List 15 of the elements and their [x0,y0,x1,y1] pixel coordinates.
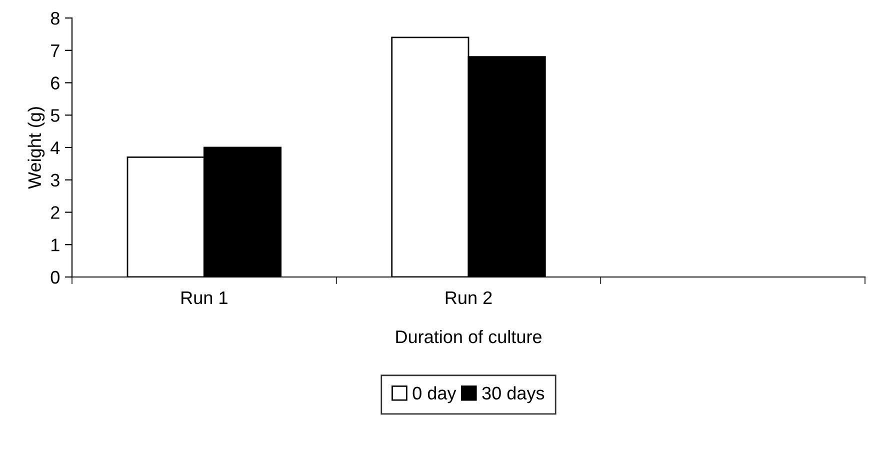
y-tick-label: 7 [51,44,60,57]
y-tick-label: 6 [51,76,60,90]
y-tick-label: 0 [50,270,60,284]
x-tick-label: Run 2 [446,291,492,304]
y-tick-label: 8 [50,12,60,25]
legend-label: 30 days [482,386,544,404]
y-tick-label: 5 [50,109,60,122]
legend-label: 0 day [412,386,456,404]
y-tick-label: 2 [51,206,60,219]
y-tick-label: 3 [50,174,60,187]
y-axis-title: Weight (g) [28,107,45,189]
x-tick-label: Run 1 [182,292,228,304]
x-axis-title: Duration of culture [396,330,542,344]
y-tick-label: 4 [50,142,60,154]
y-tick-label: 1 [52,238,60,252]
